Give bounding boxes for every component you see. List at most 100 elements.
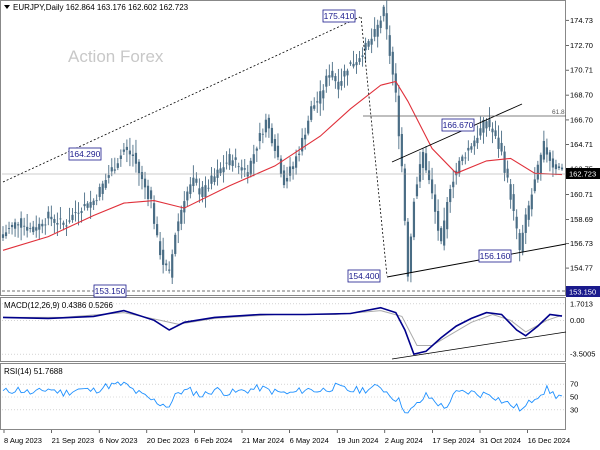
candle [449, 184, 452, 213]
x-tick-label: 16 Dec 2024 [528, 436, 571, 445]
x-axis: 8 Aug 2023 21 Sep 2023 6 Nov 2023 20 Dec 20… [3, 430, 571, 445]
candle [47, 206, 50, 226]
candle [391, 46, 394, 86]
candle [418, 151, 422, 189]
candle [74, 200, 77, 222]
candle [557, 162, 561, 171]
candle [388, 25, 391, 64]
candle [285, 166, 289, 189]
rsi-title: RSI(14) 51.7688 [4, 367, 63, 376]
x-tick-label: 6 Feb 2024 [194, 436, 232, 445]
candle [174, 232, 177, 257]
candle [352, 50, 355, 69]
candle [279, 155, 283, 178]
candle [536, 160, 539, 183]
candle [159, 231, 162, 260]
candle [83, 192, 86, 211]
candle [394, 63, 397, 103]
candle [17, 221, 20, 238]
triangle-down-icon[interactable] [4, 5, 10, 9]
x-tick-label: 6 Nov 2023 [99, 436, 137, 445]
chart-title: EURJPY,Daily 162.864 163.176 162.602 162… [13, 3, 189, 12]
svg-text:175.410: 175.410 [324, 11, 355, 21]
candle [116, 157, 119, 171]
candle [376, 19, 379, 48]
candle [189, 177, 192, 199]
candle [288, 157, 292, 182]
candle [328, 64, 331, 86]
candle [80, 207, 83, 223]
candle [168, 261, 171, 274]
x-tick-label: 17 Sep 2024 [432, 436, 475, 445]
candle [62, 220, 65, 231]
candle [379, 15, 382, 34]
candle [440, 226, 443, 245]
rising-dotted-trendline [2, 16, 361, 183]
candle [29, 222, 32, 233]
candle [134, 139, 138, 173]
candle [509, 178, 512, 209]
candle [340, 68, 343, 91]
candle [337, 68, 340, 99]
candle [228, 148, 231, 170]
candle [346, 68, 349, 86]
candle [530, 188, 533, 217]
low-price-badge [566, 286, 600, 297]
candle [222, 155, 225, 183]
candle [461, 154, 464, 166]
x-tick-label: 2 Aug 2024 [385, 436, 423, 445]
candle [364, 37, 367, 62]
candle [524, 208, 527, 245]
candle [307, 115, 310, 136]
candle [4, 224, 8, 239]
candle [473, 135, 476, 155]
candle [494, 120, 497, 140]
candle [258, 122, 261, 150]
candle [98, 183, 101, 201]
y-tick-label: 160.71 [570, 190, 593, 199]
candle [464, 152, 467, 165]
candle [560, 163, 564, 171]
svg-text:166.670: 166.670 [443, 120, 474, 130]
candle [319, 80, 322, 116]
candle [476, 125, 479, 149]
macd-signal-line [3, 310, 563, 346]
svg-text:154.400: 154.400 [349, 271, 380, 281]
candle [421, 148, 425, 180]
candle [470, 143, 473, 153]
upper-channel-trendline [391, 103, 523, 163]
candle [68, 207, 71, 224]
candle [128, 137, 132, 167]
candle [527, 200, 530, 227]
candle [216, 159, 219, 186]
candle [443, 207, 446, 251]
candle [204, 176, 207, 208]
candle [291, 161, 295, 180]
candle [207, 179, 210, 192]
rsi-y-tick-label: 30 [570, 405, 578, 414]
watermark: Action Forex [68, 47, 164, 66]
annotation-153-150: 153.150 [93, 284, 127, 298]
y-tick-label: 156.73 [570, 239, 593, 248]
candle [301, 128, 304, 156]
candle [110, 158, 113, 177]
candle [430, 167, 434, 200]
macd-y-tick-label: 1.7013 [570, 299, 593, 308]
candle [140, 165, 144, 190]
candle [20, 211, 23, 241]
last-price-text: 162.723 [569, 170, 596, 179]
y-tick-label: 170.71 [570, 66, 593, 75]
candle [506, 160, 509, 183]
candle [331, 61, 334, 81]
candle [252, 144, 255, 177]
candle [23, 217, 26, 236]
candle [518, 229, 521, 262]
svg-text:153.150: 153.150 [95, 286, 126, 296]
candle [89, 190, 92, 219]
candle [149, 186, 153, 209]
x-tick-label: 20 Dec 2023 [147, 436, 190, 445]
y-tick-label: 172.70 [570, 41, 593, 50]
candle [515, 209, 518, 240]
candle [59, 207, 62, 230]
